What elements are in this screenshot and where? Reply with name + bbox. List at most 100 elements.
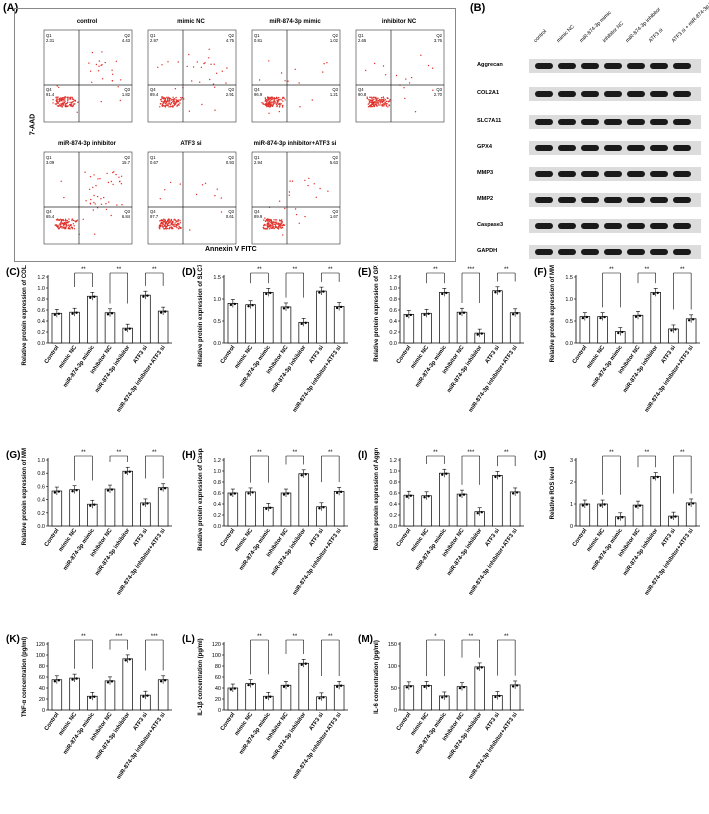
data-point xyxy=(476,512,479,515)
data-point xyxy=(106,489,110,492)
data-point xyxy=(282,493,286,496)
data-point xyxy=(652,292,655,296)
y-tick-label: 40 xyxy=(39,686,45,692)
y-tick-label: 0.6 xyxy=(389,308,397,314)
bar-chart-f: (F) Relative protein expression of MMP2 0.… xyxy=(534,265,700,414)
y-axis-label: Relative ROS level xyxy=(550,466,556,519)
flow-frame xyxy=(251,151,341,245)
sig-marker: ** xyxy=(152,267,157,273)
y-tick-label: 0.6 xyxy=(213,491,221,497)
bar xyxy=(69,489,80,527)
y-tick-label: 0.4 xyxy=(389,502,397,508)
flow-frame xyxy=(147,29,237,123)
data-point xyxy=(515,684,519,687)
data-point xyxy=(603,315,606,319)
flow-frame xyxy=(147,151,237,245)
blot-band xyxy=(535,249,553,255)
bar xyxy=(492,290,503,344)
quadrant-name-q3: Q3 xyxy=(124,87,130,92)
quadrant-value-q1: 0.81 xyxy=(254,38,263,43)
bar xyxy=(509,491,521,527)
y-axis-label: Relative protein expression of COL2A1 xyxy=(22,265,28,366)
sig-marker: ** xyxy=(117,267,122,273)
x-tick-label: ATF3 si xyxy=(484,711,501,732)
data-point xyxy=(480,666,483,669)
x-tick-label: miR-874-3p inhibitor xyxy=(446,527,483,577)
data-point xyxy=(670,516,673,519)
data-point xyxy=(409,313,413,317)
bar xyxy=(333,306,345,344)
data-point xyxy=(634,505,638,508)
data-point xyxy=(335,491,339,495)
bar-chart-c: (C) Relative protein expression of COL2A1… xyxy=(6,265,172,414)
sig-marker: ** xyxy=(81,450,86,456)
bar xyxy=(421,312,432,344)
y-tick-label: 0.8 xyxy=(389,297,397,303)
quadrant-value-q4: 65.4 xyxy=(46,214,55,219)
flow-plot-title: miR-874-3p mimic xyxy=(269,19,321,25)
sig-marker: ** xyxy=(328,267,333,273)
quadrant-name-q1: Q1 xyxy=(254,33,260,38)
data-point xyxy=(251,682,254,686)
bar xyxy=(474,666,485,711)
data-point xyxy=(322,696,325,699)
data-point xyxy=(339,305,343,309)
data-point xyxy=(163,679,167,682)
sig-marker: *** xyxy=(151,634,159,640)
data-point xyxy=(142,295,145,298)
blot-band xyxy=(673,119,691,125)
data-point xyxy=(691,502,695,505)
data-point xyxy=(498,290,501,293)
y-tick-label: 0.2 xyxy=(213,513,221,519)
blot-band xyxy=(581,197,599,203)
bar xyxy=(69,677,80,711)
bar xyxy=(104,680,116,711)
blot-band xyxy=(535,63,553,69)
blot-band xyxy=(535,171,553,177)
blot-band xyxy=(535,197,553,203)
blot-lane-label: ATF3 si + miR-874-3p inhibitor xyxy=(670,0,709,44)
data-point xyxy=(462,493,466,496)
quadrant-value-q3: 2.91 xyxy=(226,92,235,97)
blot-band xyxy=(673,91,691,97)
data-point xyxy=(322,506,325,509)
sig-marker: *** xyxy=(467,450,475,456)
data-point xyxy=(233,492,237,495)
panel-label: (K) xyxy=(6,634,20,645)
data-point xyxy=(405,495,409,498)
x-tick-label: miR-874-3p mimic xyxy=(415,344,449,389)
x-tick-label: Control xyxy=(572,527,589,548)
data-point xyxy=(300,663,303,666)
panel-label: (D) xyxy=(182,267,196,278)
bar xyxy=(509,312,521,344)
x-tick-label: Control xyxy=(220,344,237,365)
blot-band xyxy=(673,223,691,229)
data-point xyxy=(146,502,149,505)
blot-band xyxy=(604,223,622,229)
bar xyxy=(87,295,98,344)
sig-marker: ** xyxy=(504,267,509,273)
data-point xyxy=(57,312,61,315)
sig-marker: ** xyxy=(469,634,474,640)
quadrant-name-q4: Q4 xyxy=(254,87,260,92)
blot-band xyxy=(650,197,668,203)
x-tick-label: miR-874-3p inhibitor xyxy=(94,344,131,394)
quadrant-name-q4: Q4 xyxy=(46,87,52,92)
data-point xyxy=(674,515,677,518)
data-point xyxy=(163,487,167,490)
data-point xyxy=(233,302,237,306)
flow-frame xyxy=(355,29,445,123)
blot-band xyxy=(581,119,599,125)
y-tick-label: 0.0 xyxy=(213,524,221,530)
y-tick-label: 1.0 xyxy=(389,286,397,292)
x-tick-label: miR-874-3p inhibitor xyxy=(270,344,307,394)
y-tick-label: 0.5 xyxy=(565,319,573,325)
blot-band xyxy=(581,171,599,177)
blot-band xyxy=(650,145,668,151)
y-tick-label: 0.4 xyxy=(37,319,45,325)
flow-plot-6: ATF3 si Q1 0.67 Q2 0.93 Q4 97.7 Q3 0.61 xyxy=(143,141,239,251)
data-point xyxy=(286,306,290,309)
x-tick-label: ATF3 si xyxy=(308,344,325,365)
